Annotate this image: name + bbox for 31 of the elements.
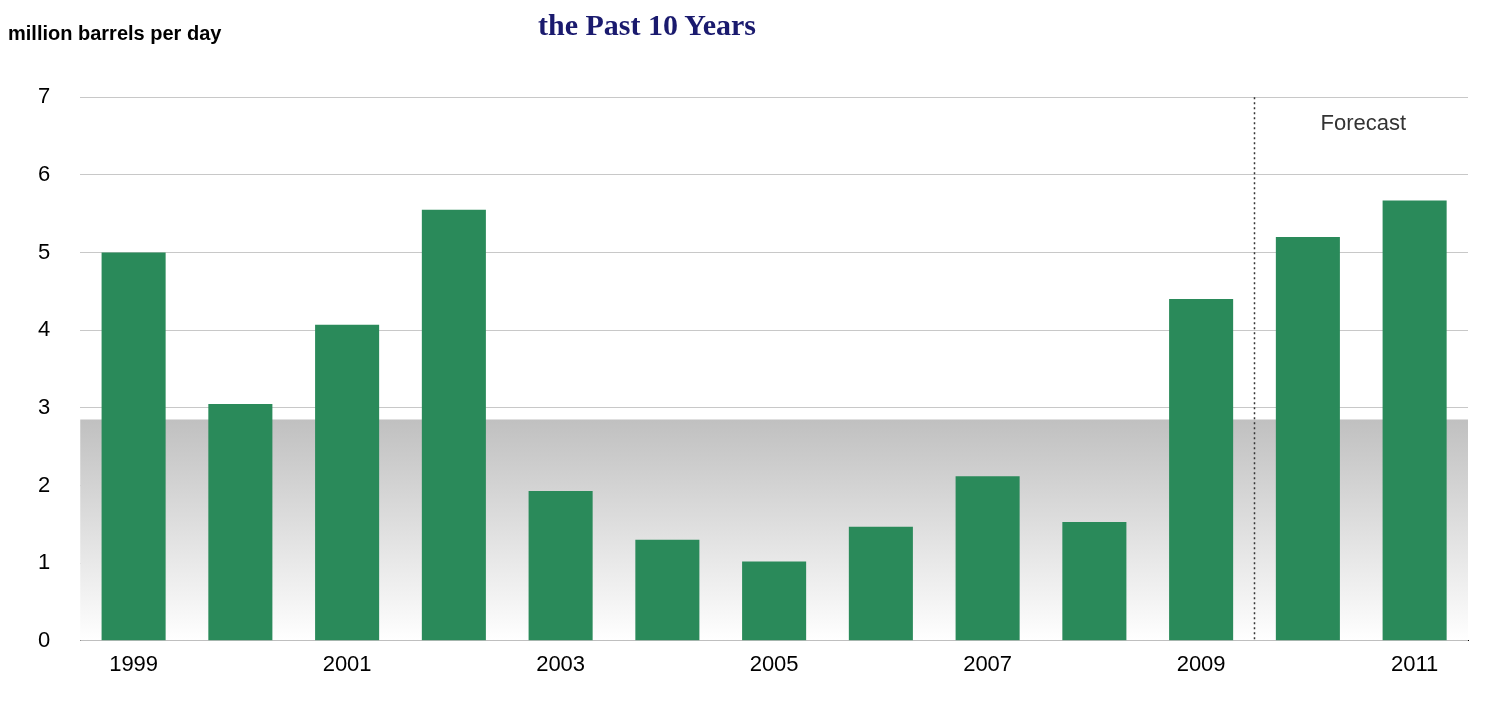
bar — [955, 476, 1020, 641]
bar — [1275, 236, 1340, 641]
x-tick-label: 2005 — [749, 651, 799, 677]
bar — [315, 324, 380, 641]
bar — [1062, 521, 1127, 641]
y-tick-label: 0 — [37, 626, 51, 652]
y-axis-title: million barrels per day — [8, 22, 222, 45]
bar — [742, 561, 807, 641]
chart-title: the Past 10 Years — [538, 8, 757, 42]
x-tick-label: 1999 — [109, 651, 159, 677]
y-tick-label: 3 — [37, 393, 51, 419]
ref-line-label: Forecast — [1320, 110, 1407, 136]
y-tick-label: 2 — [37, 471, 51, 497]
y-tick-label: 7 — [37, 83, 51, 109]
x-tick-label: 2001 — [322, 651, 372, 677]
bar — [528, 490, 593, 641]
y-tick-label: 1 — [37, 549, 51, 575]
bar — [635, 539, 700, 641]
bar — [848, 526, 913, 641]
bar — [101, 252, 166, 641]
y-tick-label: 4 — [37, 316, 51, 342]
x-tick-label: 2011 — [1390, 651, 1439, 677]
bar — [421, 209, 486, 641]
bar — [1382, 200, 1447, 641]
x-tick-label: 2009 — [1176, 651, 1226, 677]
y-tick-label: 5 — [37, 238, 51, 264]
y-tick-label: 6 — [37, 160, 51, 186]
x-tick-label: 2003 — [536, 651, 586, 677]
bar — [208, 403, 273, 641]
bar — [1169, 299, 1234, 641]
x-tick-label: 2007 — [963, 651, 1013, 677]
